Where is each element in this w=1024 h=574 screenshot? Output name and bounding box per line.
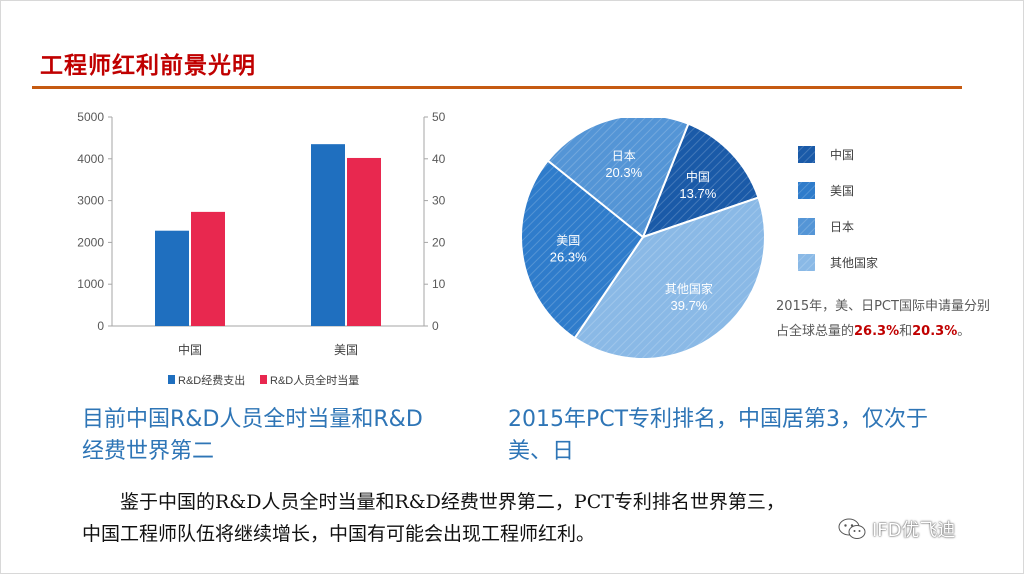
watermark-text: IFD优飞迪 <box>872 520 956 541</box>
legend-label: R&D经费支出 <box>178 373 245 387</box>
bar-rd-personnel <box>347 157 381 326</box>
pie-legend-swatch <box>798 182 815 199</box>
pie-slice-label: 中国 <box>686 169 710 184</box>
pie-slice-label: 美国 <box>556 233 580 247</box>
conclusion-line-1: 鉴于中国的R&D人员全时当量和R&D经费世界第二，PCT专利排名世界第三， <box>120 491 785 513</box>
x-category-label: 美国 <box>334 343 358 357</box>
y-left-tick-label: 1000 <box>77 277 104 291</box>
bar-rd-expenditure <box>155 230 189 326</box>
pie-legend-swatch <box>798 254 815 271</box>
caption-left: 目前中国R&D人员全时当量和R&D经费世界第二 <box>82 407 423 464</box>
pie-slice-value: 26.3% <box>550 249 587 264</box>
y-left-tick-label: 3000 <box>77 194 104 208</box>
pie-note: 2015年，美、日PCT国际申请量分别占全球总量的26.3%和20.3%。 <box>776 294 996 344</box>
slide-title: 工程师红利前景光明 <box>40 53 256 79</box>
pie-slice-value: 13.7% <box>679 186 716 201</box>
wechat-icon <box>838 518 866 539</box>
pie-slice-japan <box>546 118 690 239</box>
pie-legend-label: 其他国家 <box>830 255 878 270</box>
legend-swatch <box>168 375 175 384</box>
conclusion-line-2: 中国工程师队伍将继续增长，中国有可能会出现工程师红利。 <box>82 523 596 545</box>
pie-legend-swatch <box>798 218 815 235</box>
y-right-tick-label: 40 <box>432 152 446 166</box>
pie-slice-china <box>641 122 760 239</box>
bar-rd-expenditure <box>311 144 345 326</box>
pie-slice-value: 20.3% <box>605 165 642 180</box>
pie-slice-value: 39.7% <box>671 298 708 313</box>
pie-note-prefix: 2015年，美、日PCT国际申请量分别占全球总量的 <box>776 299 990 339</box>
y-right-tick-label: 30 <box>432 194 446 208</box>
pie-note-suffix: 。 <box>957 324 971 339</box>
caption-right: 2015年PCT专利排名，中国居第3，仅次于美、日 <box>508 407 929 464</box>
legend-label: R&D人员全时当量 <box>270 373 359 387</box>
legend-swatch <box>260 375 267 384</box>
y-left-tick-label: 2000 <box>77 235 104 249</box>
y-left-tick-label: 5000 <box>77 110 104 124</box>
y-left-tick-label: 0 <box>97 319 104 333</box>
pie-legend-label: 日本 <box>830 220 854 234</box>
bar-rd-personnel <box>191 211 225 326</box>
pie-slice-us <box>520 159 645 340</box>
title-rule <box>32 86 962 89</box>
pie-slice-label: 其他国家 <box>665 281 713 296</box>
pie-note-jp-value: 20.3% <box>912 324 958 339</box>
y-left-tick-label: 4000 <box>77 152 104 166</box>
bar-chart: 0 1000 2000 3000 4000 5000 0 10 20 30 40 50 中国 美国 R&D经… <box>77 110 446 387</box>
y-right-tick-label: 50 <box>432 110 446 124</box>
pie-legend-label: 美国 <box>830 184 854 198</box>
pie-slice-label: 日本 <box>612 149 636 163</box>
x-category-label: 中国 <box>178 342 202 357</box>
y-right-tick-label: 0 <box>432 319 439 333</box>
pie-slice-other <box>573 196 766 360</box>
pie-note-us-value: 26.3% <box>854 324 900 339</box>
pie-note-mid: 和 <box>899 324 913 339</box>
pie-legend-swatch <box>798 146 815 163</box>
pie-legend-label: 中国 <box>830 147 854 162</box>
y-right-tick-label: 10 <box>432 277 446 291</box>
watermark: IFD优飞迪 <box>838 516 956 542</box>
conclusion-text: 鉴于中国的R&D人员全时当量和R&D经费世界第二，PCT专利排名世界第三， 中国… <box>82 486 982 550</box>
y-right-tick-label: 20 <box>432 235 446 249</box>
